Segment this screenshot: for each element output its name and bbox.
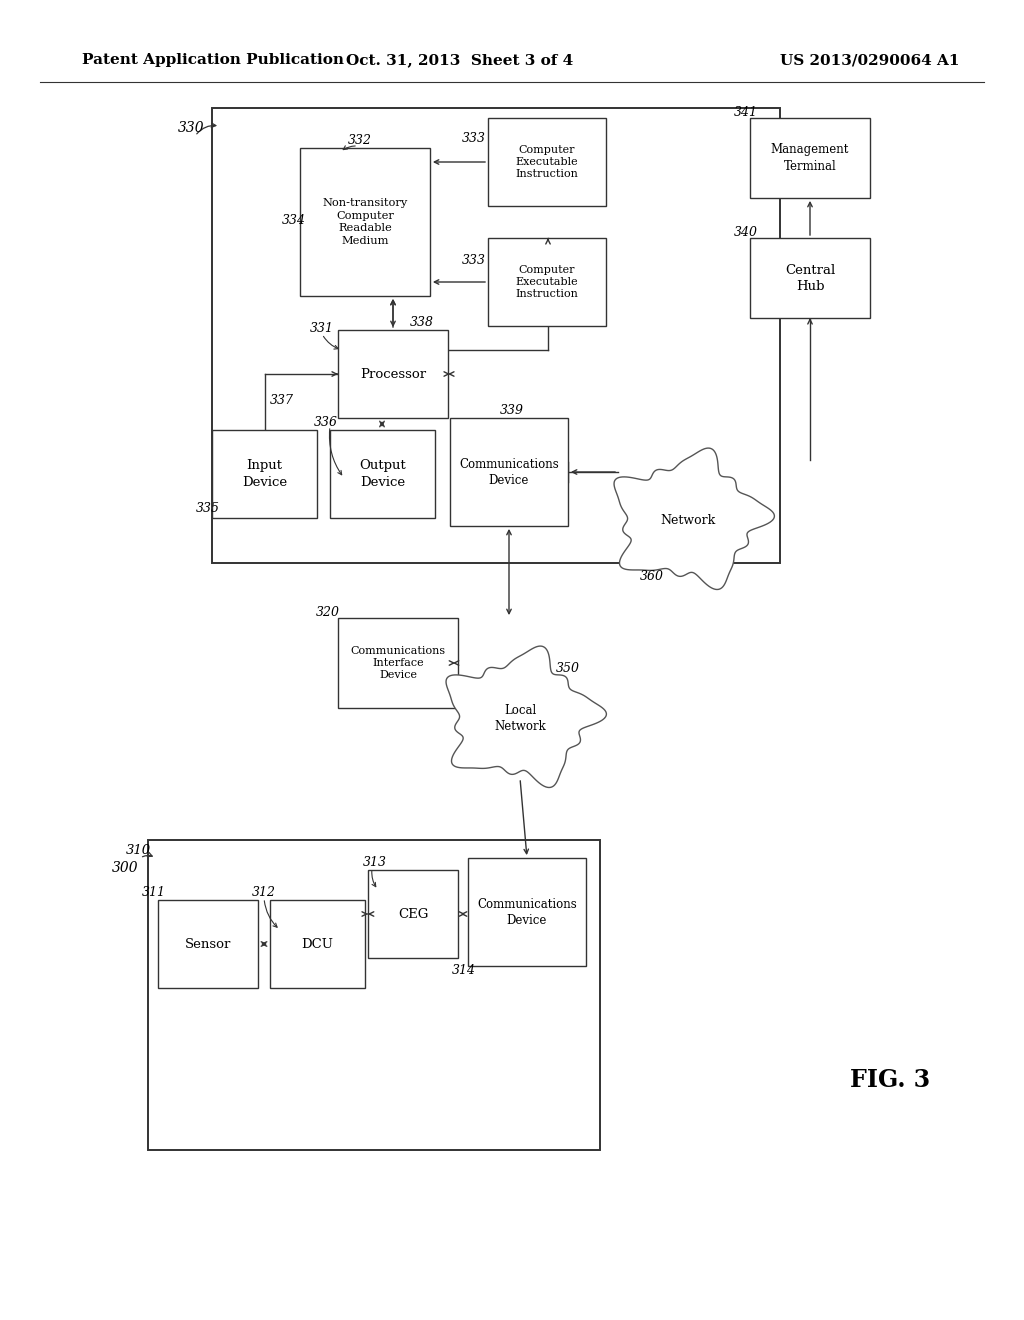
Polygon shape bbox=[614, 447, 774, 590]
Bar bbox=[300, 148, 430, 296]
Bar bbox=[338, 330, 449, 418]
Text: Computer
Executable
Instruction: Computer Executable Instruction bbox=[515, 145, 579, 180]
Text: 312: 312 bbox=[252, 887, 276, 899]
Text: 338: 338 bbox=[410, 315, 434, 329]
Text: 314: 314 bbox=[452, 964, 476, 977]
Bar bbox=[750, 238, 870, 318]
Text: 330: 330 bbox=[178, 121, 205, 135]
Bar bbox=[488, 117, 606, 206]
Text: 335: 335 bbox=[196, 502, 220, 515]
Bar bbox=[158, 900, 258, 987]
Bar bbox=[148, 840, 600, 1150]
Bar bbox=[330, 430, 435, 517]
Text: Processor: Processor bbox=[360, 367, 426, 380]
Text: 331: 331 bbox=[310, 322, 334, 334]
Text: 332: 332 bbox=[348, 133, 372, 147]
Text: 311: 311 bbox=[142, 887, 166, 899]
Text: Management
Terminal: Management Terminal bbox=[771, 144, 849, 173]
Text: 340: 340 bbox=[734, 226, 758, 239]
Bar bbox=[468, 858, 586, 966]
Text: CEG: CEG bbox=[397, 908, 428, 920]
Text: 313: 313 bbox=[362, 855, 387, 869]
Bar bbox=[450, 418, 568, 525]
Text: 334: 334 bbox=[282, 214, 306, 227]
Bar bbox=[212, 430, 317, 517]
Text: 336: 336 bbox=[314, 416, 338, 429]
Text: Central
Hub: Central Hub bbox=[784, 264, 836, 293]
Text: Network: Network bbox=[660, 513, 716, 527]
Text: 333: 333 bbox=[462, 253, 486, 267]
Text: Patent Application Publication: Patent Application Publication bbox=[82, 53, 344, 67]
Text: 350: 350 bbox=[556, 661, 580, 675]
Bar bbox=[338, 618, 458, 708]
Bar bbox=[270, 900, 365, 987]
Text: Communications
Device: Communications Device bbox=[477, 898, 577, 927]
Bar bbox=[212, 108, 780, 564]
Text: Input
Device: Input Device bbox=[242, 459, 287, 488]
Bar bbox=[750, 117, 870, 198]
Bar bbox=[488, 238, 606, 326]
Polygon shape bbox=[446, 645, 606, 788]
Text: FIG. 3: FIG. 3 bbox=[850, 1068, 930, 1092]
Text: 341: 341 bbox=[734, 106, 758, 119]
Text: Oct. 31, 2013  Sheet 3 of 4: Oct. 31, 2013 Sheet 3 of 4 bbox=[346, 53, 573, 67]
Text: Output
Device: Output Device bbox=[359, 459, 406, 488]
Bar bbox=[368, 870, 458, 958]
Text: DCU: DCU bbox=[301, 937, 334, 950]
Text: Non-transitory
Computer
Readable
Medium: Non-transitory Computer Readable Medium bbox=[323, 198, 408, 246]
Text: 300: 300 bbox=[112, 861, 138, 875]
Text: 337: 337 bbox=[270, 393, 294, 407]
Text: Communications
Interface
Device: Communications Interface Device bbox=[350, 645, 445, 680]
Text: Local
Network: Local Network bbox=[495, 704, 546, 733]
Text: Sensor: Sensor bbox=[184, 937, 231, 950]
Text: 333: 333 bbox=[462, 132, 486, 144]
Text: 360: 360 bbox=[640, 569, 664, 582]
Text: Communications
Device: Communications Device bbox=[459, 458, 559, 487]
Text: US 2013/0290064 A1: US 2013/0290064 A1 bbox=[780, 53, 959, 67]
Text: 310: 310 bbox=[126, 843, 152, 857]
Text: 320: 320 bbox=[316, 606, 340, 619]
Text: Computer
Executable
Instruction: Computer Executable Instruction bbox=[515, 264, 579, 300]
Text: 339: 339 bbox=[500, 404, 524, 417]
